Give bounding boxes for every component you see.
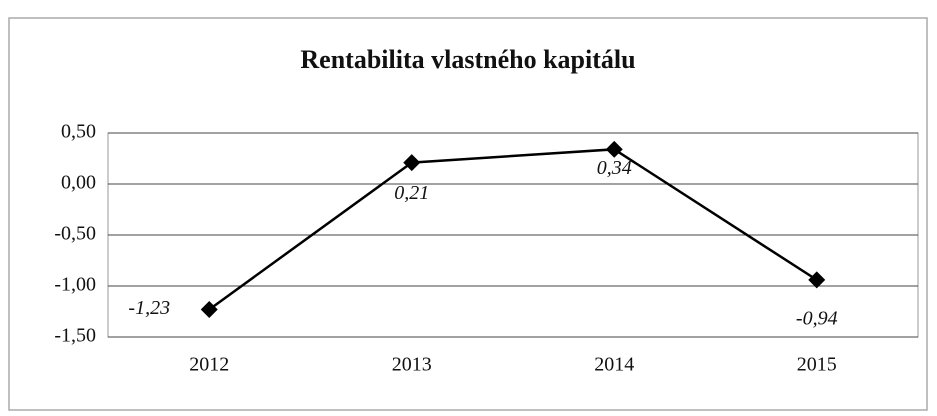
y-tick-label: -0,50	[54, 223, 96, 245]
y-tick-label: 0,00	[61, 172, 96, 194]
x-tick-label: 2014	[594, 354, 634, 376]
data-label: 0,34	[597, 157, 632, 179]
line	[208, 148, 818, 311]
x-tick-label: 2015	[797, 354, 837, 376]
marker	[605, 140, 623, 158]
y-tick-label: 0,50	[61, 121, 96, 143]
marker	[200, 300, 218, 318]
data-label: -1,23	[128, 297, 170, 319]
marker	[808, 271, 826, 289]
data-label: 0,21	[394, 182, 429, 204]
chart-title: Rentabilita vlastného kapitálu	[300, 45, 635, 74]
x-tick-label: 2013	[392, 354, 432, 376]
marker	[403, 154, 421, 172]
data-label: -0,94	[796, 307, 838, 329]
y-tick-label: -1,50	[54, 325, 96, 347]
x-tick-label: 2012	[189, 354, 229, 376]
y-tick-label: -1,00	[54, 274, 96, 296]
chart-frame	[8, 17, 928, 411]
